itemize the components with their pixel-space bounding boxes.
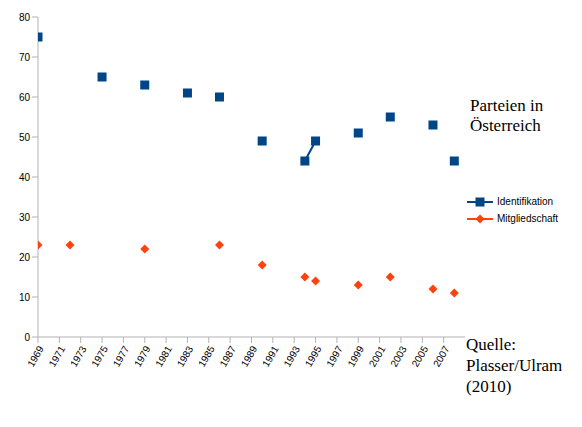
svg-text:1977: 1977 (111, 344, 132, 369)
svg-text:40: 40 (19, 172, 31, 183)
svg-text:1995: 1995 (303, 344, 324, 369)
html-text:Quelle: Plasser/Ulram (2010): Quelle: Plasser/Ulram (2010) (466, 335, 563, 396)
svg-text:10: 10 (19, 292, 31, 303)
svg-text:1987: 1987 (217, 344, 238, 369)
svg-text:1993: 1993 (281, 344, 302, 369)
svg-text:30: 30 (19, 212, 31, 223)
svg-text:70: 70 (19, 52, 31, 63)
svg-text:50: 50 (19, 132, 31, 143)
html-text:Mitgliedschaft: Mitgliedschaft (497, 213, 559, 224)
html-text:Identifikation: Identifikation (497, 196, 554, 207)
svg-text:60: 60 (19, 92, 31, 103)
svg-text:1985: 1985 (196, 344, 217, 369)
svg-text:1989: 1989 (239, 344, 260, 369)
html-text:Parteien in Österreich: Parteien in Österreich (470, 96, 544, 135)
svg-text:1971: 1971 (47, 344, 68, 369)
svg-text:1979: 1979 (132, 344, 153, 369)
svg-text:2005: 2005 (410, 344, 431, 369)
svg-text:1975: 1975 (89, 344, 110, 369)
svg-text:0: 0 (24, 332, 30, 343)
svg-text:1981: 1981 (153, 344, 174, 369)
svg-text:1999: 1999 (345, 344, 366, 369)
svg-text:2003: 2003 (388, 344, 409, 369)
svg-text:80: 80 (19, 12, 31, 23)
svg-text:2007: 2007 (431, 344, 452, 369)
svg-text:20: 20 (19, 252, 31, 263)
svg-text:1991: 1991 (260, 344, 281, 369)
svg-text:1969: 1969 (25, 344, 46, 369)
svg-text:1983: 1983 (175, 344, 196, 369)
svg-text:1973: 1973 (68, 344, 89, 369)
svg-text:2001: 2001 (367, 344, 388, 369)
svg-text:1997: 1997 (324, 344, 345, 369)
